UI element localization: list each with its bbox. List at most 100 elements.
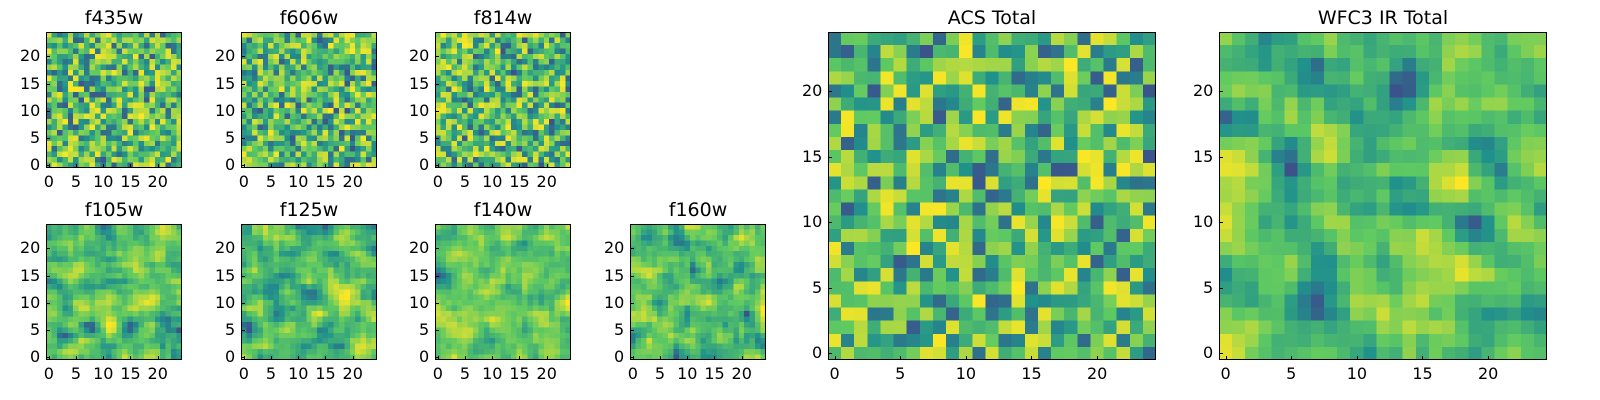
xtick-label: 5 (459, 364, 471, 383)
xtick-label: 20 (342, 364, 363, 383)
xtick-mark (519, 164, 521, 168)
xtick-mark (1487, 356, 1489, 360)
xtick-label: 5 (1286, 364, 1297, 383)
ytick-mark (46, 138, 50, 140)
xtick-label: 20 (536, 364, 557, 383)
xtick-mark (298, 164, 300, 168)
ytick-label: 15 (1193, 146, 1214, 166)
xtick-mark (298, 356, 300, 360)
ytick-label: 5 (419, 320, 430, 340)
ytick-mark (46, 83, 50, 85)
ytick-label: 20 (409, 46, 430, 66)
xtick-label: 0 (1220, 364, 1231, 383)
ytick-mark (1219, 156, 1223, 158)
xtick-mark (157, 164, 159, 168)
ytick-label: 20 (1193, 81, 1214, 101)
ytick-mark (435, 275, 439, 277)
heatmap-f606w (241, 32, 377, 168)
ytick-mark (828, 287, 832, 289)
ytick-label: 15 (409, 73, 430, 93)
xtick-label: 0 (238, 364, 249, 383)
ytick-label: 5 (30, 128, 41, 148)
ytick-label: 0 (225, 155, 236, 175)
xtick-mark (352, 164, 354, 168)
xtick-label: 0 (432, 364, 443, 383)
ytick-label: 0 (419, 155, 430, 175)
ytick-label: 5 (1203, 277, 1214, 297)
ytick-mark (630, 330, 634, 332)
xtick-label: 10 (288, 172, 309, 191)
ytick-label: 0 (30, 347, 41, 367)
ytick-mark (46, 330, 50, 332)
xtick-label: 10 (93, 364, 114, 383)
title-f435w: f435w (84, 7, 144, 29)
ytick-mark (46, 248, 50, 250)
xtick-label: 20 (342, 172, 363, 191)
ytick-label: 5 (419, 128, 430, 148)
ytick-mark (435, 83, 439, 85)
xtick-label: 10 (93, 172, 114, 191)
ytick-mark (435, 110, 439, 112)
xtick-mark (519, 356, 521, 360)
ytick-label: 15 (20, 265, 41, 285)
xtick-mark (834, 356, 836, 360)
xtick-mark (103, 356, 105, 360)
xtick-mark (1291, 356, 1293, 360)
ytick-mark (46, 357, 50, 359)
ytick-mark (435, 357, 439, 359)
xtick-label: 5 (265, 172, 277, 191)
ytick-label: 0 (30, 155, 41, 175)
ytick-mark (828, 222, 832, 224)
ytick-mark (630, 302, 634, 304)
ytick-mark (241, 165, 245, 167)
xtick-label: 5 (265, 364, 277, 383)
xtick-mark (103, 164, 105, 168)
xtick-mark (325, 164, 327, 168)
ytick-mark (241, 330, 245, 332)
xtick-mark (75, 164, 77, 168)
ytick-label: 5 (812, 277, 823, 297)
ytick-label: 20 (20, 46, 41, 66)
xtick-label: 10 (482, 172, 503, 191)
xtick-mark (1096, 356, 1098, 360)
ytick-mark (1219, 91, 1223, 93)
ytick-label: 10 (604, 292, 625, 312)
heatmap-f814w (435, 32, 571, 168)
ytick-label: 10 (802, 212, 823, 232)
xtick-label: 15 (120, 172, 141, 191)
xtick-mark (741, 356, 743, 360)
xtick-label: 5 (70, 172, 82, 191)
xtick-mark (900, 356, 902, 360)
ytick-label: 15 (802, 146, 823, 166)
ytick-label: 0 (812, 343, 823, 363)
ytick-mark (1219, 287, 1223, 289)
ytick-mark (630, 275, 634, 277)
ytick-label: 5 (225, 128, 236, 148)
xtick-mark (270, 164, 272, 168)
ytick-label: 20 (215, 46, 236, 66)
ytick-label: 0 (225, 347, 236, 367)
title-wfc3-ir-total: WFC3 IR Total (1317, 7, 1449, 29)
ytick-mark (241, 275, 245, 277)
ytick-label: 5 (614, 320, 625, 340)
title-f814w: f814w (473, 7, 533, 29)
ytick-label: 0 (1203, 343, 1214, 363)
xtick-mark (659, 356, 661, 360)
ytick-mark (435, 138, 439, 140)
xtick-mark (1225, 356, 1227, 360)
xtick-mark (464, 356, 466, 360)
ytick-mark (630, 357, 634, 359)
ytick-label: 15 (604, 265, 625, 285)
ytick-label: 15 (215, 265, 236, 285)
title-f160w: f160w (668, 199, 728, 221)
xtick-label: 15 (509, 364, 530, 383)
xtick-mark (546, 356, 548, 360)
xtick-mark (965, 356, 967, 360)
xtick-label: 20 (1086, 364, 1108, 383)
heatmap-f105w (46, 224, 182, 360)
xtick-mark (75, 356, 77, 360)
ytick-label: 20 (215, 238, 236, 258)
heatmap-acs_total (828, 32, 1156, 360)
xtick-label: 0 (432, 172, 443, 191)
xtick-label: 0 (43, 172, 54, 191)
